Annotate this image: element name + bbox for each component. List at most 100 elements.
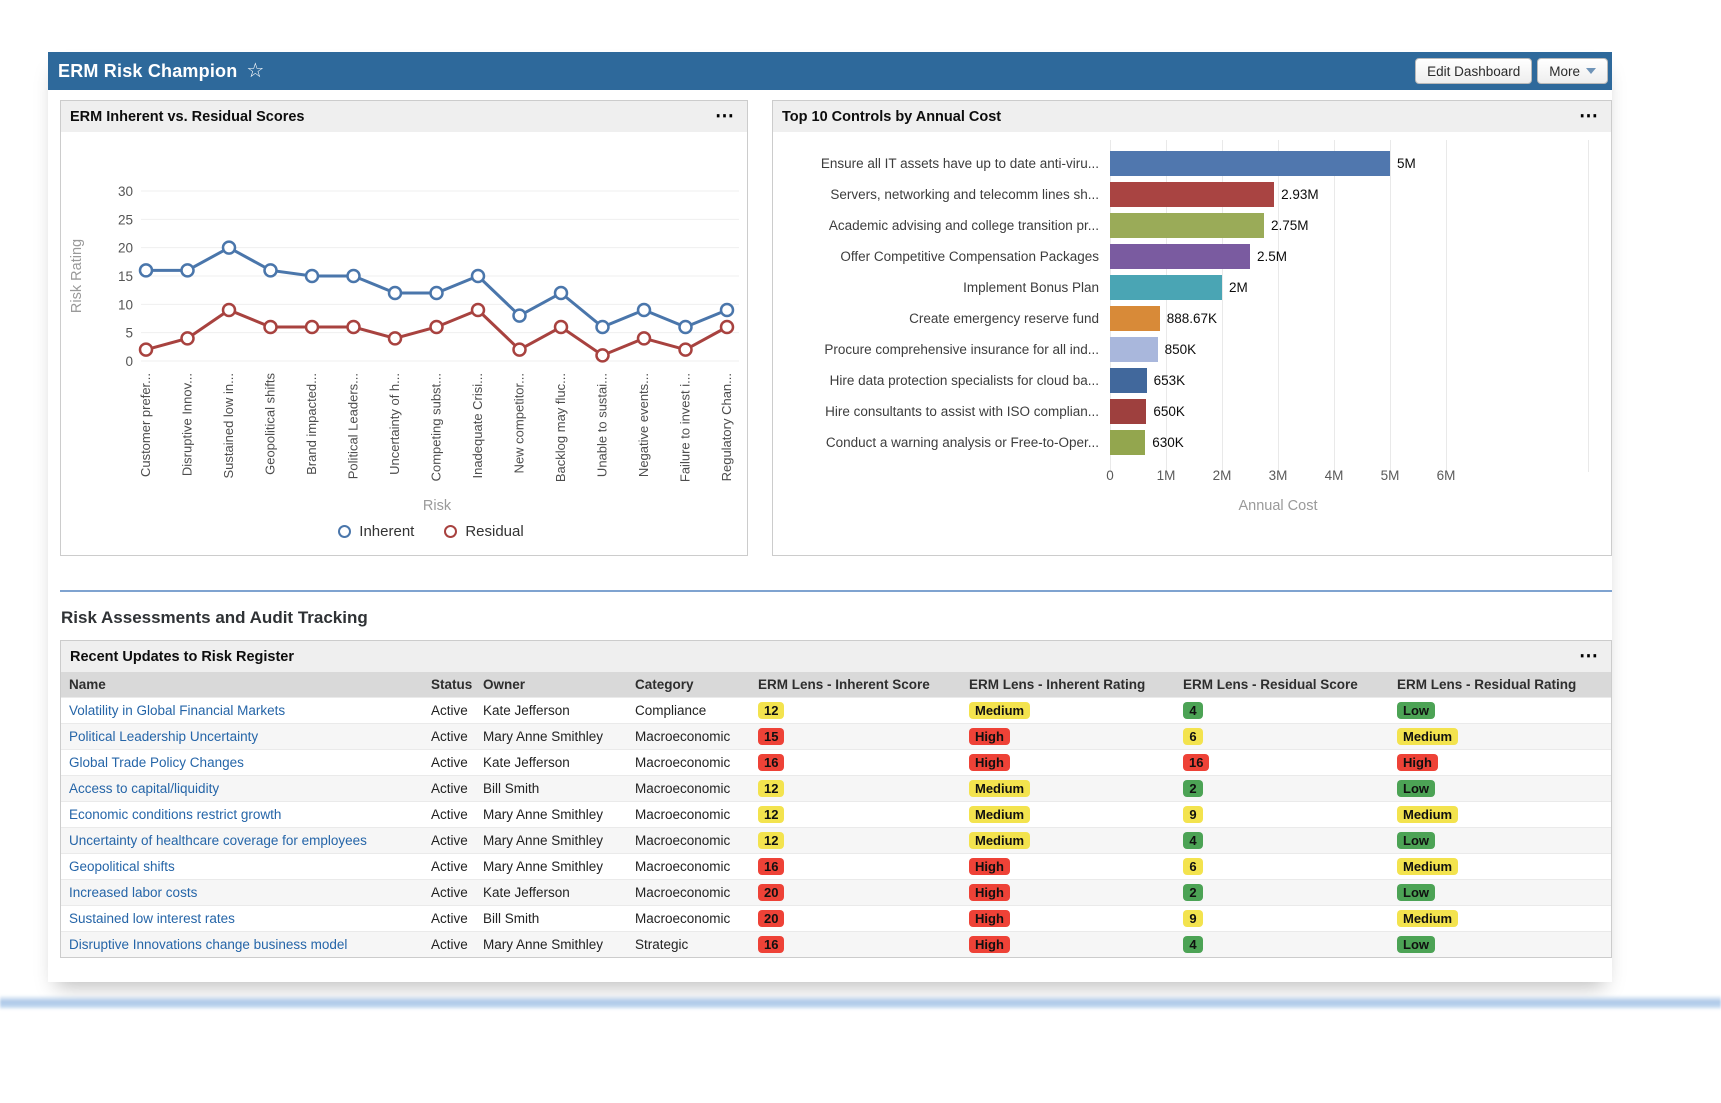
y-tick-label: 10 (118, 297, 133, 312)
risk-name-link[interactable]: Global Trade Policy Changes (69, 755, 244, 770)
table-row: Geopolitical shifts Active Mary Anne Smith… (61, 853, 1611, 880)
bar[interactable] (1110, 399, 1147, 424)
inherent-point[interactable] (180, 263, 195, 278)
residual-point[interactable] (346, 319, 361, 335)
risk-name-link[interactable]: Economic conditions restrict growth (69, 807, 282, 822)
inherent-score-badge: 16 (758, 754, 785, 771)
line-chart-panel: ERM Inherent vs. Residual Scores ⋯ 0 5 10 1… (60, 100, 748, 556)
bar[interactable] (1110, 151, 1390, 176)
inherent-point[interactable] (387, 285, 403, 301)
line-chart-title: ERM Inherent vs. Residual Scores (70, 108, 305, 125)
x-gridline (1390, 140, 1391, 472)
inherent-score-badge: 15 (758, 728, 785, 745)
inherent-point[interactable] (595, 319, 610, 335)
inherent-point[interactable] (636, 302, 652, 318)
legend-item-residual[interactable]: Residual (444, 523, 524, 540)
residual-point[interactable] (387, 331, 403, 346)
inherent-rating-badge: High (969, 936, 1010, 953)
residual-point[interactable] (429, 319, 444, 335)
y-tick-label: 5 (125, 326, 133, 341)
residual-point[interactable] (636, 331, 652, 346)
inherent-score-badge: 16 (758, 936, 785, 953)
risk-name-link[interactable]: Increased labor costs (69, 885, 198, 900)
residual-point[interactable] (138, 342, 154, 357)
residual-point[interactable] (263, 319, 278, 335)
x-category-label: Competing subst... (429, 373, 444, 481)
residual-point[interactable] (595, 348, 610, 363)
inherent-point[interactable] (678, 319, 693, 335)
status-cell: Active (423, 801, 475, 828)
favorite-star-icon[interactable]: ☆ (246, 60, 265, 82)
risk-name-link[interactable]: Volatility in Global Financial Markets (69, 703, 286, 718)
inherent-point[interactable] (138, 263, 154, 278)
bar[interactable] (1110, 244, 1250, 269)
bar[interactable] (1110, 306, 1160, 331)
inherent_score-cell: 15 (750, 723, 961, 750)
inherent-score-badge: 20 (758, 910, 785, 927)
owner-cell: Mary Anne Smithley (475, 827, 627, 854)
risk-name-link[interactable]: Disruptive Innovations change business m… (69, 937, 348, 952)
inherent-point[interactable] (304, 268, 320, 284)
bar-row: Servers, networking and telecomm lines s… (773, 179, 1611, 210)
bar[interactable] (1110, 368, 1147, 393)
bar-value-label: 2.93M (1281, 187, 1319, 202)
x-category-label: Political Leaders... (346, 373, 361, 479)
category-cell: Strategic (627, 931, 750, 957)
chevron-down-icon (1586, 68, 1596, 74)
inherent-point[interactable] (429, 285, 444, 301)
residual-rating-badge: Low (1397, 832, 1435, 849)
bottom-window-edge (0, 995, 1721, 1010)
bar[interactable] (1110, 213, 1264, 238)
inherent-point[interactable] (263, 263, 278, 278)
bar[interactable] (1110, 275, 1222, 300)
risk-name-link[interactable]: Geopolitical shifts (69, 859, 175, 874)
status-cell: Active (423, 879, 475, 906)
inherent-point[interactable] (221, 240, 237, 255)
inherent_rating-cell: Medium (961, 801, 1175, 828)
x-gridline (1334, 140, 1335, 472)
risk-name-link[interactable]: Sustained low interest rates (69, 911, 235, 926)
bar-label: Implement Bonus Plan (963, 280, 1099, 295)
bar-chart-x-axis: 0 1M 2M 3M 4M 5M 6M (1106, 468, 1611, 486)
bar[interactable] (1110, 182, 1275, 207)
residual-point[interactable] (221, 302, 237, 318)
x-tick-label: 6M (1436, 468, 1456, 483)
owner-cell: Mary Anne Smithley (475, 801, 627, 828)
bar[interactable] (1110, 430, 1146, 455)
more-button[interactable]: More (1537, 58, 1608, 84)
inherent-point[interactable] (346, 268, 361, 284)
bar-value-label: 653K (1153, 373, 1186, 388)
residual_rating-cell: Medium (1389, 723, 1611, 750)
inherent-point[interactable] (719, 302, 735, 318)
inherent_score-cell: 16 (750, 931, 961, 957)
residual-point[interactable] (719, 319, 735, 335)
bar-track: 2.5M (1110, 241, 1611, 272)
edit-dashboard-button[interactable]: Edit Dashboard (1415, 58, 1533, 84)
plot-right-edge (1588, 140, 1589, 472)
category-cell: Macroeconomic (627, 801, 750, 828)
residual-point[interactable] (553, 319, 569, 335)
owner-cell: Mary Anne Smithley (475, 853, 627, 880)
column-header: Status (423, 672, 475, 698)
residual-point[interactable] (512, 342, 527, 357)
risk-name-link[interactable]: Uncertainty of healthcare coverage for e… (69, 833, 367, 848)
inherent-point[interactable] (512, 308, 527, 323)
line-chart: 0 5 10 15 20 25 30 Risk Rating Customer prefer..… (69, 184, 739, 514)
inherent-point[interactable] (553, 285, 569, 301)
bar-row: Hire consultants to assist with ISO comp… (773, 396, 1611, 427)
residual-point[interactable] (304, 319, 320, 335)
bar-label: Create emergency reserve fund (909, 311, 1099, 326)
risk-name-link[interactable]: Political Leadership Uncertainty (69, 729, 259, 744)
residual-rating-badge: Medium (1397, 806, 1459, 823)
residual-point[interactable] (678, 342, 693, 357)
bar[interactable] (1110, 337, 1158, 362)
edit-dashboard-label: Edit Dashboard (1427, 63, 1521, 79)
legend-item-inherent[interactable]: Inherent (338, 523, 414, 540)
residual_rating-cell: Medium (1389, 853, 1611, 880)
inherent-point[interactable] (470, 268, 486, 284)
residual-point[interactable] (180, 331, 195, 346)
inherent-rating-badge: Medium (969, 832, 1031, 849)
residual-point[interactable] (470, 302, 486, 318)
bar-row: Implement Bonus Plan 2M (773, 272, 1611, 303)
risk-name-link[interactable]: Access to capital/liquidity (69, 781, 220, 796)
